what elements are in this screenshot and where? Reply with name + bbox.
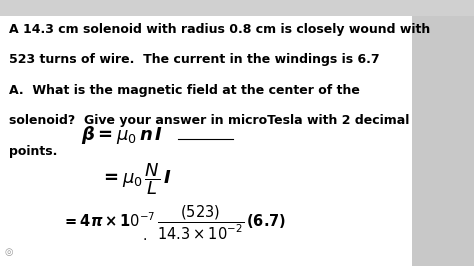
Text: $\boldsymbol{= \mu_0\, \dfrac{N}{L}\, I}$: $\boldsymbol{= \mu_0\, \dfrac{N}{L}\, I}… [100, 161, 172, 197]
Text: $\boldsymbol{= 4\pi \times 10^{-7}\, \dfrac{(523)}{14.3 \times 10^{-2}}\, (6.7)}: $\boldsymbol{= 4\pi \times 10^{-7}\, \df… [62, 203, 286, 242]
Text: A.  What is the magnetic field at the center of the: A. What is the magnetic field at the cen… [9, 84, 360, 97]
Text: $\cdot$: $\cdot$ [142, 231, 147, 246]
FancyBboxPatch shape [0, 0, 474, 16]
FancyBboxPatch shape [412, 0, 474, 266]
Text: A 14.3 cm solenoid with radius 0.8 cm is closely wound with: A 14.3 cm solenoid with radius 0.8 cm is… [9, 23, 431, 36]
Text: solenoid?  Give your answer in microTesla with 2 decimal: solenoid? Give your answer in microTesla… [9, 114, 410, 127]
Text: $\boldsymbol{\beta = \mu_0\, n\, I}$: $\boldsymbol{\beta = \mu_0\, n\, I}$ [81, 124, 163, 146]
Text: points.: points. [9, 145, 58, 158]
FancyBboxPatch shape [0, 0, 412, 266]
Text: ◎: ◎ [5, 247, 13, 257]
Text: 523 turns of wire.  The current in the windings is 6.7: 523 turns of wire. The current in the wi… [9, 53, 380, 66]
